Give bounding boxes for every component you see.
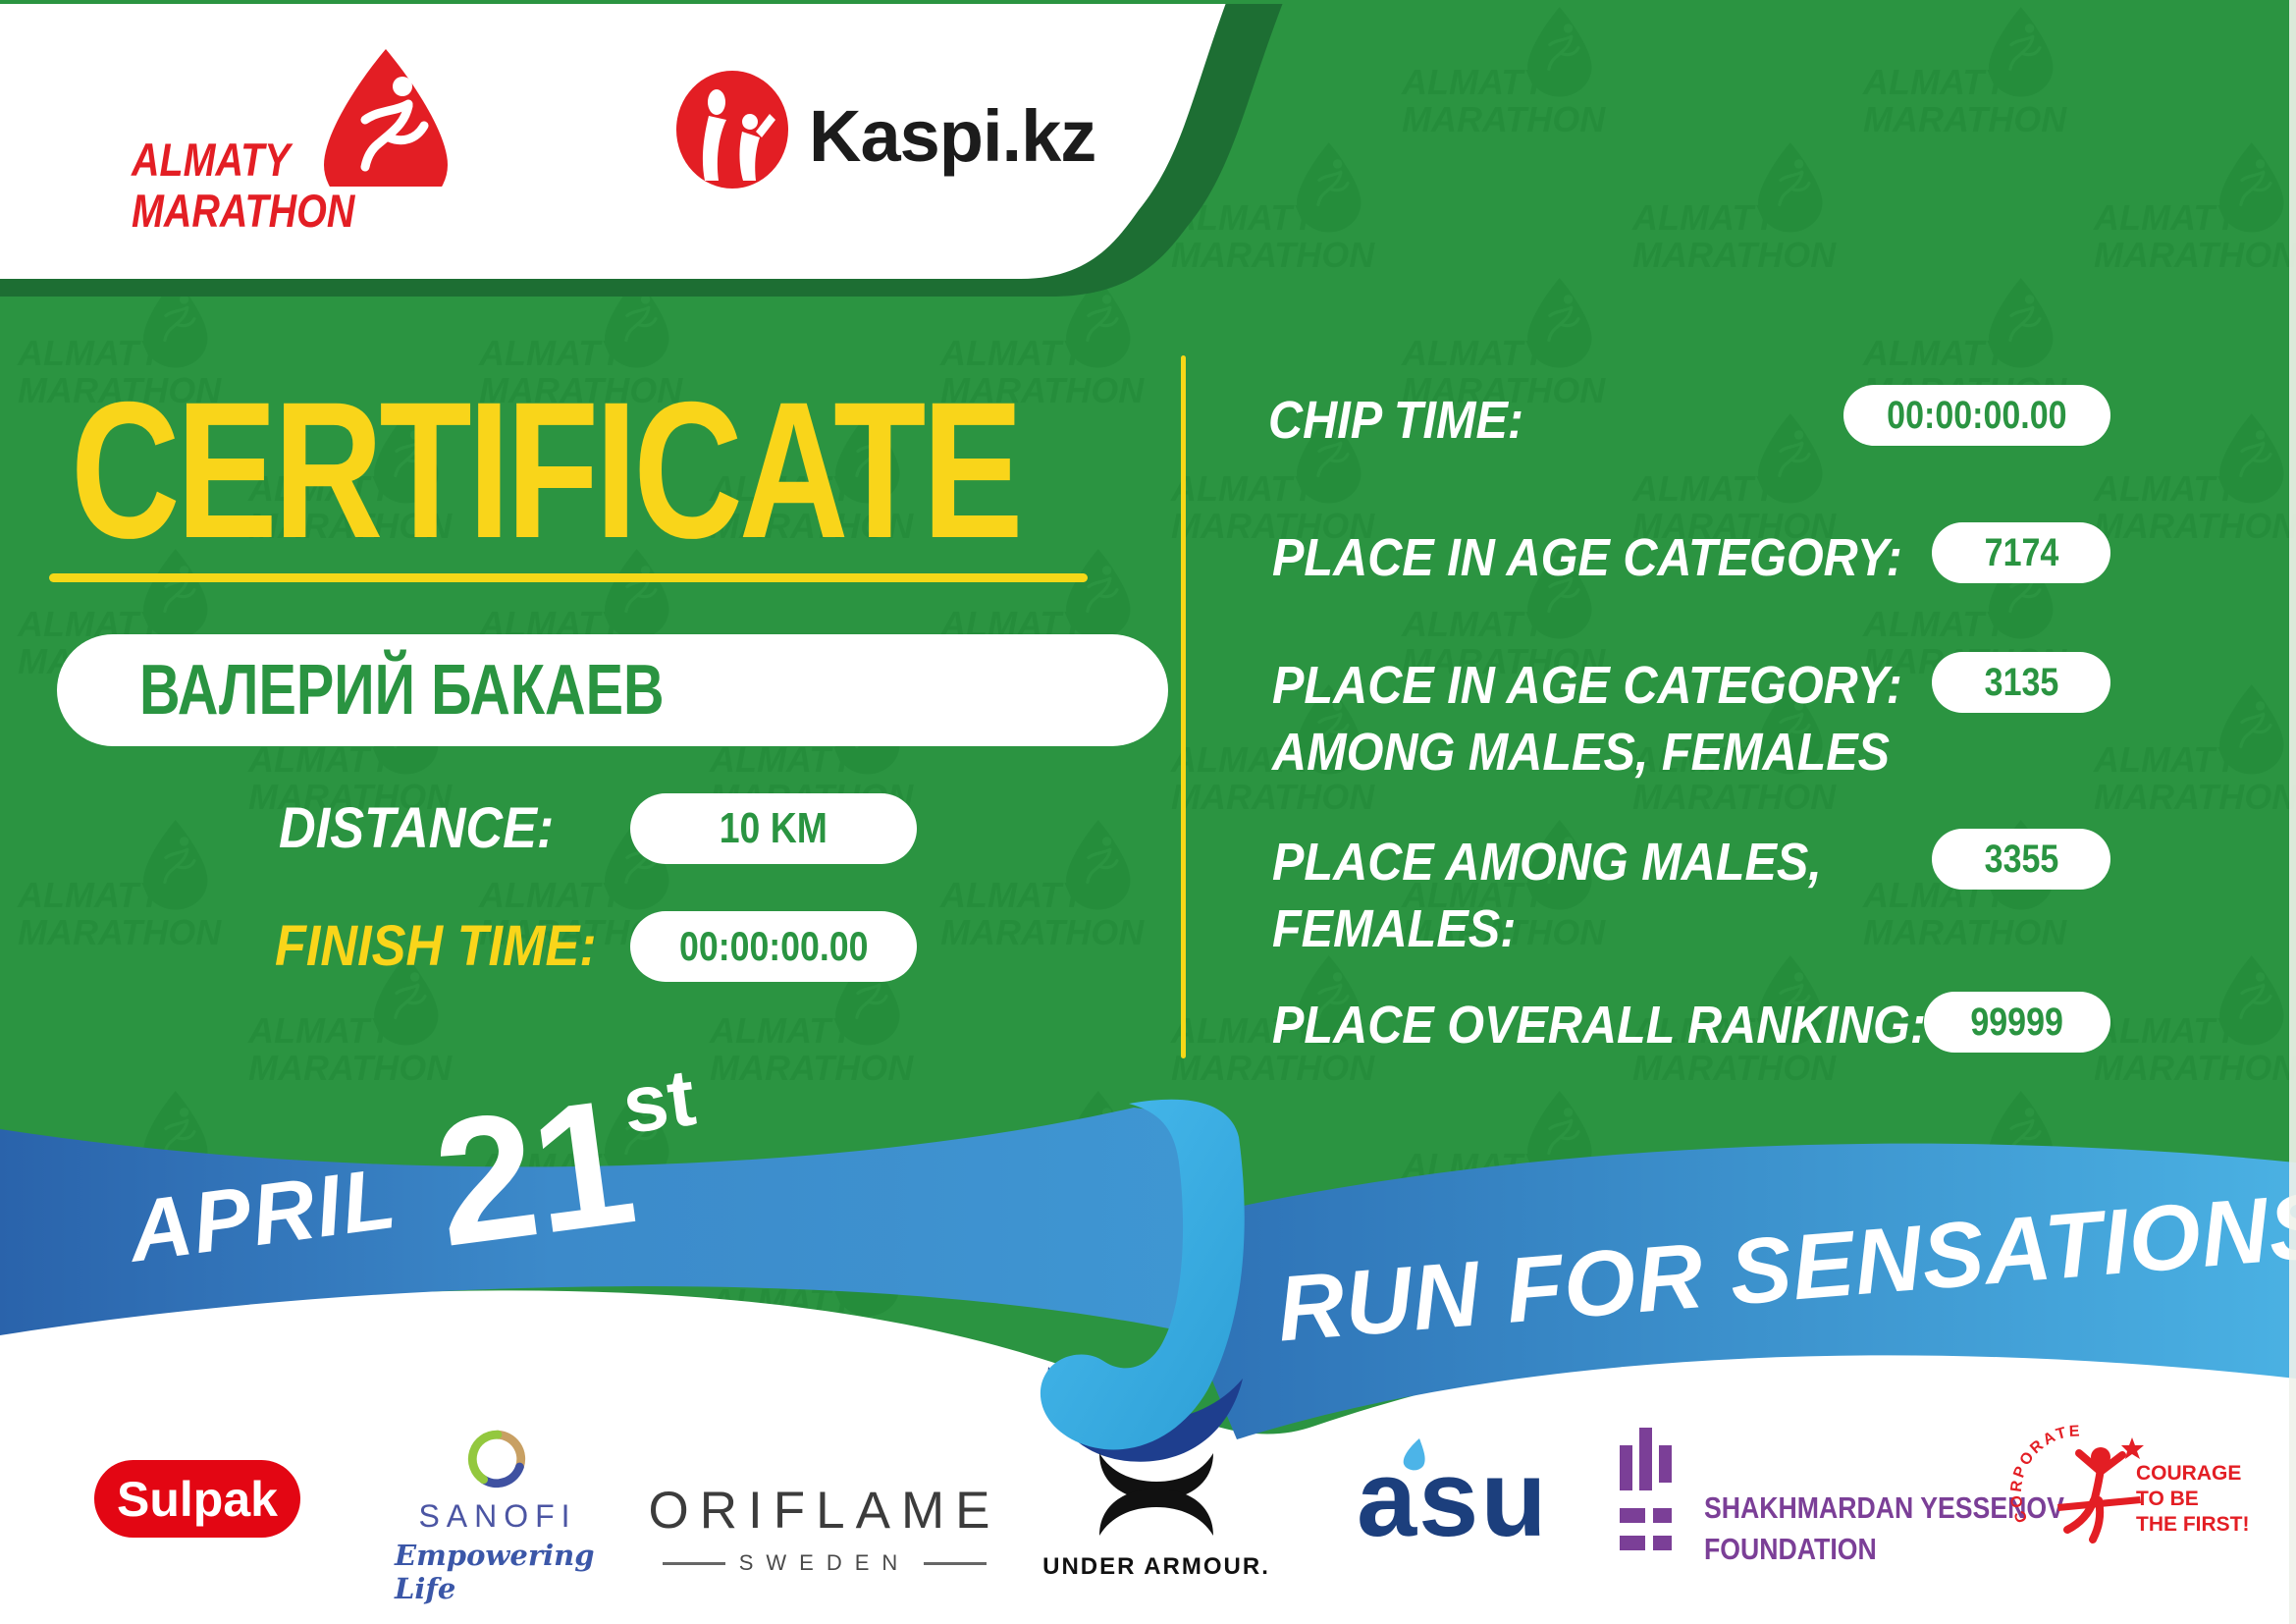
sponsor-oriflame-logo: ORIFLAME SWEDEN — [649, 1481, 990, 1576]
asu-wordmark: asu — [1357, 1438, 1549, 1559]
yessenov-bars-icon — [1620, 1428, 1672, 1550]
overall-ranking-label: PLACE OVERALL RANKING: — [1272, 996, 1927, 1055]
sulpak-wordmark: Sulpak — [117, 1471, 278, 1527]
almaty-logo-line2: MARATHON — [132, 185, 355, 237]
finish-time-value-pill: 00:00:00.00 — [630, 911, 917, 982]
gender-place-label-line2: FEMALES: — [1272, 899, 1517, 958]
almaty-logo-line1: ALMATY — [132, 134, 291, 186]
gender-place-value: 3355 — [1984, 837, 2058, 881]
kaspi-icon — [676, 71, 788, 189]
top-green-strip — [0, 0, 2296, 4]
oriflame-sub-wordmark: SWEDEN — [738, 1550, 911, 1575]
age-category-pill: 7174 — [1932, 522, 2110, 583]
courage-fund-icon: CORPORATE FUND — [2010, 1410, 2144, 1543]
age-category-value: 7174 — [1984, 530, 2058, 574]
almaty-marathon-teardrop-icon — [324, 49, 448, 187]
sponsor-courage-fund-logo: CORPORATE FUND COURAGE TO BE THE FIRST! — [2010, 1410, 2250, 1557]
gender-place-pill: 3355 — [1932, 829, 2110, 890]
distance-value-pill: 10 KM — [630, 793, 917, 864]
sponsor-sanofi-logo: SANOFI Empowering Life — [395, 1428, 601, 1605]
yessenov-name-line2: FOUNDATION — [1704, 1532, 1877, 1566]
gender-place-label-line1: PLACE AMONG MALES, — [1272, 833, 1822, 892]
overall-ranking-pill: 99999 — [1924, 992, 2110, 1053]
ribbon-right-band — [1148, 1143, 2296, 1439]
sponsor-sulpak-logo: Sulpak — [94, 1460, 300, 1538]
chip-time-pill: 00:00:00.00 — [1843, 385, 2110, 446]
courage-text-line3: THE FIRST! — [2136, 1513, 2250, 1536]
distance-label: DISTANCE: — [279, 796, 555, 860]
age-category-label: PLACE IN AGE CATEGORY: — [1272, 528, 1902, 587]
ribbon-fold-face — [1040, 1099, 1245, 1450]
ribbon-left-band — [0, 1108, 1233, 1335]
chip-time-label: CHIP TIME: — [1268, 391, 1524, 450]
kaspi-wordmark: Kaspi.kz — [809, 95, 1096, 177]
right-edge-strip — [2289, 0, 2296, 1624]
asu-droplet-icon — [1403, 1438, 1425, 1471]
oriflame-right-rule — [924, 1561, 988, 1565]
event-date-month: APRIL — [123, 1148, 403, 1280]
sanofi-wordmark: SANOFI — [418, 1498, 577, 1534]
under-armour-wordmark: UNDER ARMOUR. — [1042, 1553, 1270, 1580]
sanofi-swirl-icon — [467, 1430, 526, 1489]
sponsor-asu-logo: asu — [1357, 1438, 1549, 1559]
sanofi-tagline: Empowering Life — [395, 1539, 595, 1605]
participant-name: ВАЛЕРИЙ БАКАЕВ — [139, 651, 665, 730]
under-armour-icon — [1099, 1453, 1213, 1536]
event-date-day: 21 — [424, 1059, 644, 1284]
participant-name-pill: ВАЛЕРИЙ БАКАЕВ — [57, 634, 1168, 746]
chip-time-value: 00:00:00.00 — [1887, 393, 2067, 437]
age-category-gender-pill: 3135 — [1932, 652, 2110, 713]
courage-text-line1: COURAGE — [2136, 1462, 2242, 1485]
finish-time-label: FINISH TIME: — [275, 914, 597, 978]
header-panel — [0, 0, 1284, 297]
sponsor-under-armour-logo: UNDER ARMOUR. — [1042, 1449, 1268, 1581]
yessenov-name-line1: SHAKHMARDAN YESSENOV — [1704, 1490, 2064, 1525]
overall-ranking-value: 99999 — [1970, 1000, 2064, 1044]
title-underline — [49, 573, 1088, 582]
age-category-gender-value: 3135 — [1984, 660, 2058, 704]
certificate-title: CERTIFICATE — [71, 361, 1024, 578]
age-category-gender-label-line2: AMONG MALES, FEMALES — [1272, 723, 1891, 782]
event-date-suffix: st — [617, 1053, 701, 1151]
finish-time-value: 00:00:00.00 — [678, 923, 869, 969]
age-category-gender-label-line1: PLACE IN AGE CATEGORY: — [1272, 656, 1902, 715]
header-white-shape — [0, 0, 1227, 279]
vertical-divider — [1181, 355, 1186, 1058]
courage-text-line2: TO BE — [2136, 1488, 2199, 1510]
distance-value: 10 KM — [719, 804, 828, 852]
oriflame-wordmark: ORIFLAME — [648, 1482, 1001, 1540]
oriflame-left-rule — [662, 1561, 725, 1565]
